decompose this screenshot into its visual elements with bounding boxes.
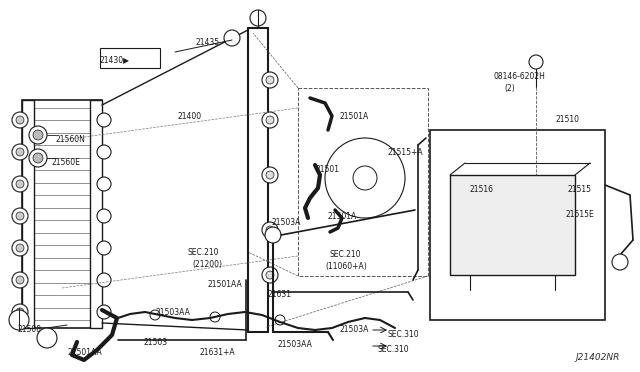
Circle shape bbox=[33, 153, 43, 163]
Circle shape bbox=[12, 112, 28, 128]
Text: 21631+A: 21631+A bbox=[200, 348, 236, 357]
Circle shape bbox=[12, 176, 28, 192]
Circle shape bbox=[250, 10, 266, 26]
Text: 21501A: 21501A bbox=[340, 112, 369, 121]
Bar bbox=[22, 100, 34, 328]
Text: SEC.210: SEC.210 bbox=[330, 250, 362, 259]
Circle shape bbox=[12, 144, 28, 160]
Ellipse shape bbox=[339, 158, 352, 169]
Ellipse shape bbox=[339, 187, 352, 198]
Circle shape bbox=[353, 166, 377, 190]
Text: 21560N: 21560N bbox=[55, 135, 85, 144]
Circle shape bbox=[262, 72, 278, 88]
Circle shape bbox=[12, 240, 28, 256]
Ellipse shape bbox=[368, 148, 377, 163]
Circle shape bbox=[37, 328, 57, 348]
Text: 21503A: 21503A bbox=[340, 325, 369, 334]
Circle shape bbox=[97, 209, 111, 223]
Text: 21631: 21631 bbox=[268, 290, 292, 299]
Text: 21400: 21400 bbox=[178, 112, 202, 121]
Text: 08146-6202H: 08146-6202H bbox=[494, 72, 546, 81]
Circle shape bbox=[16, 116, 24, 124]
Circle shape bbox=[266, 171, 274, 179]
Circle shape bbox=[478, 185, 498, 205]
Circle shape bbox=[266, 76, 274, 84]
Text: SEC.310: SEC.310 bbox=[378, 345, 410, 354]
Circle shape bbox=[612, 254, 628, 270]
Circle shape bbox=[325, 138, 405, 218]
Circle shape bbox=[97, 241, 111, 255]
Text: 21501AA: 21501AA bbox=[68, 348, 103, 357]
Bar bbox=[22, 100, 102, 328]
Circle shape bbox=[508, 181, 516, 189]
Circle shape bbox=[16, 212, 24, 220]
Text: 21515+A: 21515+A bbox=[388, 148, 424, 157]
Bar bbox=[430, 130, 605, 320]
Circle shape bbox=[16, 244, 24, 252]
Circle shape bbox=[16, 276, 24, 284]
Text: 21501: 21501 bbox=[315, 165, 339, 174]
Circle shape bbox=[16, 308, 24, 316]
Circle shape bbox=[266, 116, 274, 124]
Circle shape bbox=[12, 208, 28, 224]
Circle shape bbox=[262, 167, 278, 183]
Circle shape bbox=[97, 273, 111, 287]
Circle shape bbox=[97, 305, 111, 319]
Circle shape bbox=[16, 180, 24, 188]
Text: 21503AA: 21503AA bbox=[278, 340, 313, 349]
Text: SEC.310: SEC.310 bbox=[388, 330, 420, 339]
Circle shape bbox=[266, 226, 274, 234]
Text: J21402NR: J21402NR bbox=[575, 353, 620, 362]
Text: 21435: 21435 bbox=[195, 38, 219, 47]
Ellipse shape bbox=[368, 193, 377, 208]
Ellipse shape bbox=[381, 174, 397, 182]
Circle shape bbox=[12, 272, 28, 288]
Text: 21503A: 21503A bbox=[272, 218, 301, 227]
Circle shape bbox=[29, 149, 47, 167]
Text: 21501AA: 21501AA bbox=[208, 280, 243, 289]
Circle shape bbox=[266, 271, 274, 279]
Text: 21510: 21510 bbox=[555, 115, 579, 124]
Text: 21515: 21515 bbox=[568, 185, 592, 194]
Circle shape bbox=[262, 267, 278, 283]
Text: SEC.210: SEC.210 bbox=[188, 248, 220, 257]
Circle shape bbox=[262, 112, 278, 128]
Text: (11060+A): (11060+A) bbox=[325, 262, 367, 271]
Circle shape bbox=[12, 304, 28, 320]
Text: 21516: 21516 bbox=[470, 185, 494, 194]
Text: 21503: 21503 bbox=[143, 338, 167, 347]
Circle shape bbox=[16, 148, 24, 156]
Circle shape bbox=[504, 177, 520, 193]
Text: 21503AA: 21503AA bbox=[155, 308, 190, 317]
Circle shape bbox=[33, 130, 43, 140]
Circle shape bbox=[262, 222, 278, 238]
Circle shape bbox=[224, 30, 240, 46]
Bar bbox=[90, 100, 102, 328]
Circle shape bbox=[97, 177, 111, 191]
Circle shape bbox=[97, 145, 111, 159]
Circle shape bbox=[97, 113, 111, 127]
Text: 21501A: 21501A bbox=[328, 212, 357, 221]
Circle shape bbox=[483, 190, 493, 200]
Text: (21200): (21200) bbox=[192, 260, 222, 269]
Text: (2): (2) bbox=[504, 84, 515, 93]
Circle shape bbox=[9, 310, 29, 330]
Text: 21508: 21508 bbox=[18, 325, 42, 334]
Bar bbox=[450, 175, 575, 275]
Text: 21560E: 21560E bbox=[52, 158, 81, 167]
Circle shape bbox=[265, 227, 281, 243]
Circle shape bbox=[29, 126, 47, 144]
Text: 21430▶: 21430▶ bbox=[100, 55, 130, 64]
Bar bbox=[100, 48, 160, 68]
Bar bbox=[298, 88, 428, 276]
Text: 21515E: 21515E bbox=[565, 210, 594, 219]
